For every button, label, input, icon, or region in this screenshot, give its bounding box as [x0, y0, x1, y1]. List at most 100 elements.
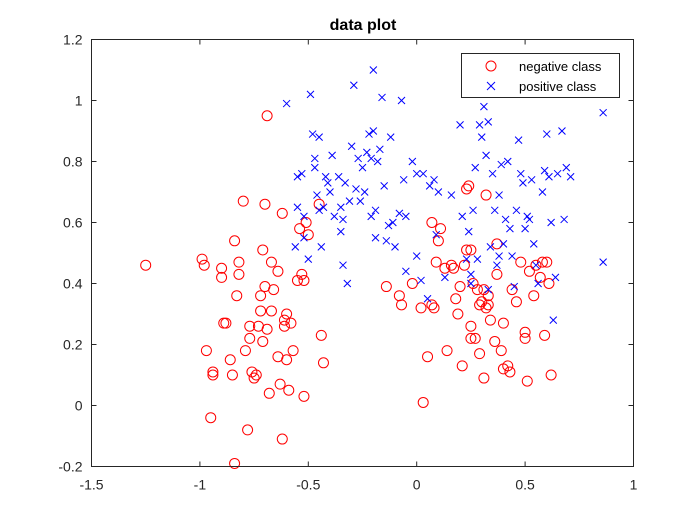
positive-class-point [323, 178, 332, 187]
y-tick-label: 0.4 [63, 276, 83, 292]
negative-class-point [539, 329, 551, 341]
positive-class-point [527, 175, 536, 184]
positive-class-point [441, 273, 449, 282]
negative-class-point [263, 387, 275, 399]
positive-class-point [315, 133, 323, 141]
positive-class-point [373, 157, 382, 166]
negative-class-point [536, 256, 548, 268]
negative-class-point [476, 296, 488, 308]
positive-class-point [542, 130, 551, 138]
negative-class-point [469, 332, 481, 344]
negative-class-point [278, 314, 290, 326]
positive-class-point [402, 267, 410, 276]
positive-class-point [540, 166, 549, 175]
plot-area [91, 39, 634, 467]
negative-class-point [504, 366, 516, 378]
negative-class-point [229, 235, 241, 247]
positive-class-point [360, 188, 369, 196]
positive-class-point [382, 236, 391, 245]
negative-class-point [242, 424, 254, 436]
negative-class-point [497, 317, 509, 329]
positive-class-point [495, 252, 503, 260]
negative-class-point [422, 351, 434, 363]
positive-class-point [495, 191, 503, 199]
negative-class-point [281, 354, 293, 366]
positive-class-point [471, 163, 480, 172]
negative-class-point [250, 369, 262, 381]
positive-class-point [319, 203, 328, 212]
negative-class-point [298, 390, 310, 402]
negative-class-point [439, 262, 451, 274]
negative-class-point [543, 278, 555, 289]
plot-frame [91, 39, 634, 467]
legend-positive-class-marker [486, 81, 496, 91]
y-tick-label: 0.6 [63, 215, 83, 231]
legend: negative class positive class [461, 53, 620, 98]
negative-class-point [276, 207, 288, 219]
negative-class-point [255, 290, 267, 302]
negative-class-point [287, 345, 299, 357]
positive-class-point [558, 127, 566, 135]
negative-class-point [315, 329, 327, 341]
positive-class-point [369, 127, 378, 135]
negative-class-point [233, 268, 245, 280]
positive-class-point [551, 273, 560, 282]
positive-class-point [417, 276, 425, 285]
positive-class-point [534, 279, 542, 288]
positive-class-point [484, 285, 493, 294]
negative-class-point [491, 268, 503, 280]
positive-class-point [395, 209, 404, 218]
positive-class-point [529, 239, 538, 248]
negative-class-point [259, 198, 271, 210]
positive-class-point [326, 188, 334, 196]
negative-class-point [313, 198, 325, 210]
positive-class-point [599, 108, 608, 117]
negative-class-point [417, 396, 429, 408]
negative-class-point [450, 293, 462, 305]
positive-class-point [553, 169, 562, 178]
positive-class-point [313, 191, 321, 199]
negative-class-point [534, 271, 546, 283]
negative-class-point [426, 217, 438, 228]
positive-class-point [532, 261, 540, 270]
legend-negative-class-marker [485, 60, 497, 72]
positive-class-point [367, 154, 376, 163]
positive-class-point [282, 99, 291, 108]
positive-class-point [547, 218, 555, 227]
positive-class-point [467, 279, 475, 288]
positive-class-point [300, 212, 308, 221]
negative-class-point [248, 372, 260, 384]
positive-class-point [347, 142, 356, 151]
positive-class-point [488, 169, 497, 178]
positive-class-point [458, 212, 467, 221]
positive-class-point [480, 102, 488, 111]
negative-class-points [140, 110, 557, 469]
negative-class-point [272, 265, 284, 277]
negative-class-point [233, 256, 245, 268]
negative-class-point [435, 223, 447, 235]
negative-class-point [430, 256, 442, 268]
positive-class-point [501, 215, 510, 224]
negative-class-point [541, 256, 553, 268]
positive-class-point [371, 206, 380, 215]
y-tick-label: 0 [75, 398, 83, 414]
negative-class-point [196, 253, 208, 265]
negative-class-point [380, 281, 392, 293]
y-tick-label: 1.2 [63, 32, 83, 48]
positive-class-point [354, 154, 363, 163]
positive-class-point [339, 215, 347, 224]
negative-class-point [261, 110, 273, 122]
positive-class-point [512, 206, 521, 215]
positive-class-point [412, 169, 421, 178]
negative-class-point [461, 183, 473, 195]
negative-class-point [229, 457, 241, 469]
positive-class-point [434, 188, 443, 196]
positive-class-point [365, 130, 373, 138]
positive-class-point [412, 252, 421, 260]
positive-class-point [352, 185, 360, 193]
positive-class-point [473, 255, 482, 263]
negative-class-point [454, 281, 466, 293]
positive-class-point [514, 136, 523, 145]
positive-class-point [399, 175, 408, 184]
positive-class-point [367, 212, 376, 221]
